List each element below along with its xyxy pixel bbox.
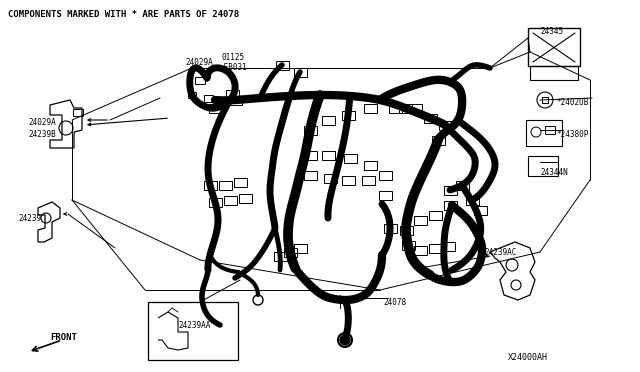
Bar: [362, 176, 374, 185]
Bar: [429, 244, 442, 253]
Bar: [188, 92, 196, 98]
Text: 24239: 24239: [18, 214, 41, 223]
Bar: [342, 176, 355, 185]
Bar: [474, 205, 486, 215]
Bar: [399, 103, 412, 112]
Bar: [303, 125, 317, 135]
Bar: [294, 67, 307, 77]
Bar: [321, 115, 335, 125]
Bar: [378, 190, 392, 199]
Bar: [218, 180, 232, 189]
Bar: [73, 109, 83, 115]
Bar: [530, 66, 578, 80]
Bar: [275, 61, 289, 70]
Bar: [321, 151, 335, 160]
Bar: [303, 151, 317, 160]
Bar: [383, 224, 397, 232]
Bar: [323, 173, 337, 183]
Bar: [344, 154, 356, 163]
Text: FRONT: FRONT: [50, 333, 77, 342]
Bar: [431, 135, 445, 144]
Circle shape: [340, 335, 350, 345]
Bar: [545, 126, 555, 134]
Bar: [225, 90, 239, 99]
Text: 24239B: 24239B: [28, 130, 56, 139]
Bar: [223, 196, 237, 205]
Bar: [209, 103, 221, 112]
Bar: [429, 211, 442, 219]
Text: 01125: 01125: [222, 53, 245, 62]
Text: 24029A: 24029A: [28, 118, 56, 127]
Bar: [294, 244, 307, 253]
Text: 24344N: 24344N: [540, 168, 568, 177]
Bar: [342, 110, 355, 119]
Bar: [239, 193, 252, 202]
Bar: [148, 302, 238, 360]
Text: *2402UB: *2402UB: [556, 98, 588, 107]
Bar: [399, 225, 413, 234]
Text: 24239AC: 24239AC: [484, 248, 516, 257]
Text: -EB031: -EB031: [220, 63, 248, 72]
Text: 24078: 24078: [383, 298, 406, 307]
Bar: [204, 180, 216, 189]
Bar: [444, 186, 456, 195]
Bar: [528, 156, 558, 176]
Text: 24345: 24345: [540, 27, 563, 36]
Bar: [456, 180, 468, 189]
Bar: [364, 160, 376, 170]
Text: X24000AH: X24000AH: [508, 353, 548, 362]
Bar: [401, 241, 415, 250]
Bar: [209, 198, 221, 206]
Bar: [195, 77, 205, 83]
Bar: [378, 170, 392, 180]
Bar: [408, 103, 422, 112]
Bar: [413, 246, 426, 254]
Bar: [364, 103, 376, 112]
Bar: [424, 113, 436, 122]
Bar: [204, 94, 212, 102]
Bar: [442, 241, 454, 250]
Bar: [465, 196, 479, 205]
Text: 24029A: 24029A: [185, 58, 212, 67]
Bar: [528, 28, 580, 66]
Bar: [234, 177, 246, 186]
Bar: [526, 120, 562, 146]
Bar: [228, 96, 241, 105]
Bar: [273, 251, 287, 260]
Text: *24380P: *24380P: [556, 130, 588, 139]
Bar: [438, 121, 451, 129]
Bar: [542, 97, 548, 103]
Bar: [303, 170, 317, 180]
Bar: [444, 201, 456, 209]
Text: COMPONENTS MARKED WITH * ARE PARTS OF 24078: COMPONENTS MARKED WITH * ARE PARTS OF 24…: [8, 10, 239, 19]
Text: 24239AA: 24239AA: [178, 321, 211, 330]
Bar: [284, 247, 296, 257]
Bar: [388, 103, 401, 112]
Bar: [413, 215, 426, 224]
